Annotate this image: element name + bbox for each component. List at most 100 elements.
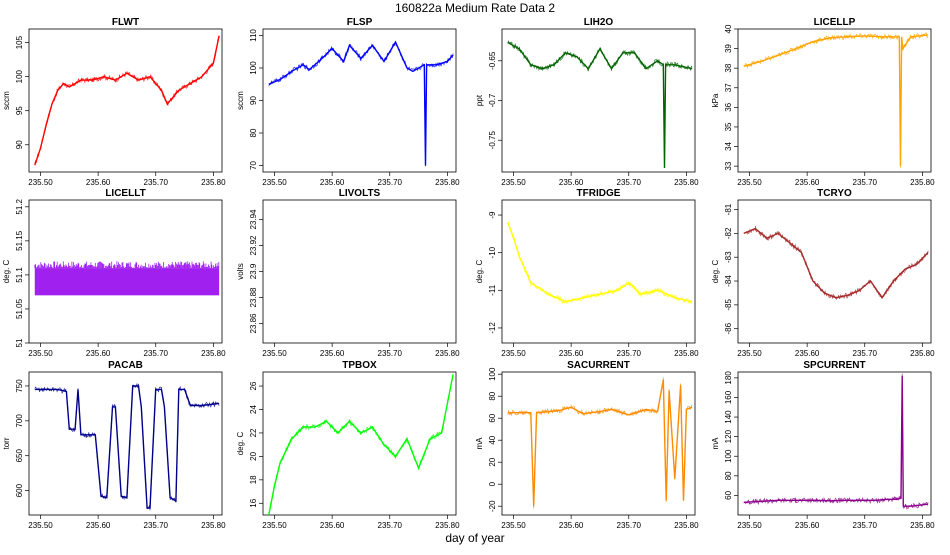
plot-frame xyxy=(501,199,696,344)
x-tick-label: 235.70 xyxy=(853,521,878,530)
x-tick-label: 235.50 xyxy=(501,178,526,187)
y-tick-label: 37 xyxy=(724,83,733,92)
x-tick-label: 235.60 xyxy=(86,349,111,358)
x-tick-label: 235.80 xyxy=(435,349,460,358)
x-tick-label: 235.70 xyxy=(378,349,403,358)
x-tick-label: 235.70 xyxy=(144,521,169,530)
y-tick-label: 100 xyxy=(724,449,733,463)
y-tick-label: 23.86 xyxy=(249,313,258,334)
x-tick-label: 235.70 xyxy=(617,521,642,530)
x-tick-label: 235.80 xyxy=(674,178,699,187)
x-tick-label: 235.50 xyxy=(262,521,287,530)
y-tick-label: 26 xyxy=(249,381,258,390)
data-band-spikes xyxy=(34,261,220,269)
data-layer xyxy=(268,40,454,167)
x-tick-label: 235.50 xyxy=(737,178,762,187)
x-tick-label: 235.50 xyxy=(737,349,762,358)
y-tick-label: 750 xyxy=(15,379,24,393)
y-tick-label: 51.1 xyxy=(15,267,24,283)
y-axis-label: deg. C xyxy=(2,259,11,283)
y-tick-label: 100 xyxy=(488,367,497,381)
data-noise xyxy=(34,35,220,164)
y-tick-label: -82 xyxy=(724,227,733,239)
data-noise xyxy=(743,226,929,300)
y-axis-label: mA xyxy=(475,437,484,450)
y-tick-label: 95 xyxy=(15,106,24,115)
plot-frame xyxy=(28,371,223,516)
data-layer xyxy=(268,374,454,515)
x-tick-label: 235.70 xyxy=(853,178,878,187)
y-tick-label: 23.92 xyxy=(249,235,258,256)
y-tick-label: 80 xyxy=(724,471,733,480)
y-tick-label: 33 xyxy=(724,161,733,170)
data-series xyxy=(34,385,220,509)
y-tick-label: 51.2 xyxy=(15,198,24,214)
x-tick-label: 235.60 xyxy=(320,178,345,187)
y-tick-label: 70 xyxy=(249,161,258,170)
x-tick-label: 235.60 xyxy=(86,521,111,530)
y-tick-label: -85 xyxy=(724,299,733,311)
y-tick-label: 23.88 xyxy=(249,287,258,308)
panel-title: LIVOLTS xyxy=(339,188,381,199)
plot-frame xyxy=(262,28,457,173)
y-tick-label: 22 xyxy=(249,428,258,437)
data-series xyxy=(743,227,929,299)
y-tick-label: 90 xyxy=(249,96,258,105)
x-tick-label: 235.60 xyxy=(320,521,345,530)
y-tick-label: 16 xyxy=(249,498,258,507)
x-tick-label: 235.70 xyxy=(378,178,403,187)
panel-title: LICELLT xyxy=(105,188,145,199)
panel-title: TFRIDGE xyxy=(577,188,621,199)
y-tick-label: 39 xyxy=(724,44,733,53)
panel-title: TPBOX xyxy=(342,360,377,371)
y-tick-label: 80 xyxy=(488,391,497,400)
y-tick-label: 100 xyxy=(15,69,24,83)
panel-title: SACURRENT xyxy=(567,360,630,371)
data-series xyxy=(743,34,929,167)
plot-frame xyxy=(262,371,457,516)
x-tick-label: 235.80 xyxy=(910,521,935,530)
plot-frame xyxy=(28,28,223,173)
y-tick-label: 80 xyxy=(249,128,258,137)
panel-livolts: LIVOLTS 235.50 235.60 235.70 235.80 23.86 23.8… xyxy=(236,188,460,358)
y-tick-label: -84 xyxy=(724,275,733,287)
y-tick-label: 24 xyxy=(249,405,258,414)
x-tick-label: 235.70 xyxy=(144,178,169,187)
y-tick-label: -11 xyxy=(488,284,497,296)
panel-licellp: LICELLP 235.50 235.60 235.70 235.80 33 34 35 36 3… xyxy=(711,17,935,187)
y-tick-label: -9 xyxy=(488,211,497,219)
y-axis-label: sccm xyxy=(2,91,11,110)
y-tick-label: 51.05 xyxy=(15,298,24,319)
data-series xyxy=(34,35,220,166)
y-axis-label: kPa xyxy=(711,93,720,107)
y-axis-label: sccm xyxy=(236,91,245,110)
x-tick-label: 235.80 xyxy=(201,349,226,358)
plot-frame xyxy=(737,371,932,516)
y-tick-label: -86 xyxy=(724,322,733,334)
x-tick-label: 235.70 xyxy=(617,178,642,187)
data-series xyxy=(507,379,693,507)
data-series xyxy=(268,374,454,515)
y-tick-label: 38 xyxy=(724,63,733,72)
y-axis-label: deg. C xyxy=(236,431,245,455)
data-layer xyxy=(34,261,220,296)
panel-title: LICELLP xyxy=(814,17,856,28)
x-tick-label: 235.70 xyxy=(378,521,403,530)
y-tick-label: 160 xyxy=(724,390,733,404)
data-layer xyxy=(507,220,693,305)
page-title: 160822a Medium Rate Data 2 xyxy=(394,1,556,15)
y-tick-label: -81 xyxy=(724,203,733,215)
y-tick-label: -20 xyxy=(488,500,497,512)
y-tick-label: 60 xyxy=(488,413,497,422)
y-tick-label: 110 xyxy=(249,29,258,42)
y-axis-label: deg. C xyxy=(711,259,720,283)
panel-spcurrent: SPCURRENT 235.50 235.60 235.70 235.80 60 80 100… xyxy=(711,360,935,530)
y-tick-label: 18 xyxy=(249,475,258,484)
y-axis-label: mA xyxy=(711,437,720,450)
panel-sacurrent: SACURRENT 235.50 235.60 235.70 235.80 -20 0 20 4… xyxy=(475,360,699,530)
data-layer xyxy=(743,373,929,510)
y-tick-label: 650 xyxy=(15,448,24,462)
plot-frame xyxy=(737,199,932,344)
y-tick-label: 140 xyxy=(724,410,733,424)
